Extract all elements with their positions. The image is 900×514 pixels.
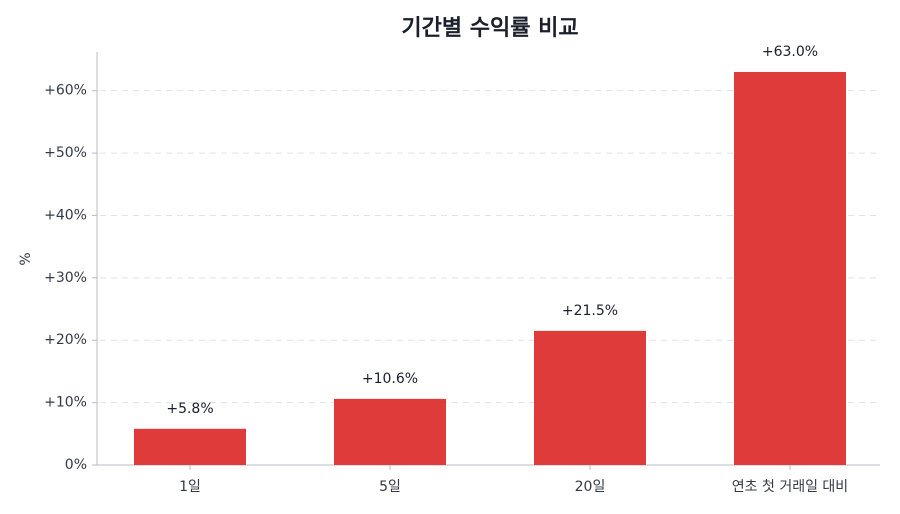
value-label: +63.0% xyxy=(762,44,818,60)
y-tick-label: +50% xyxy=(44,145,87,161)
value-label: +10.6% xyxy=(362,371,418,387)
chart-title: 기간별 수익률 비교 xyxy=(401,16,578,41)
x-tick-label: 1일 xyxy=(179,479,201,495)
y-tick-label: +40% xyxy=(44,207,87,223)
x-tick-label: 20일 xyxy=(575,479,606,495)
y-tick-label: +20% xyxy=(44,332,87,348)
x-tick-label: 연초 첫 거래일 대비 xyxy=(732,479,848,495)
bar xyxy=(534,330,646,465)
x-tick-label: 5일 xyxy=(379,479,401,495)
value-label: +5.8% xyxy=(166,401,213,417)
y-axis-label: % xyxy=(18,252,34,265)
bar xyxy=(134,428,246,465)
bar xyxy=(334,398,446,465)
value-label: +21.5% xyxy=(562,303,618,319)
y-tick-label: +30% xyxy=(44,270,87,286)
y-tick-label: +10% xyxy=(44,395,87,411)
y-tick-label: +60% xyxy=(44,83,87,99)
y-tick-label: 0% xyxy=(65,457,87,473)
bar xyxy=(734,71,846,465)
